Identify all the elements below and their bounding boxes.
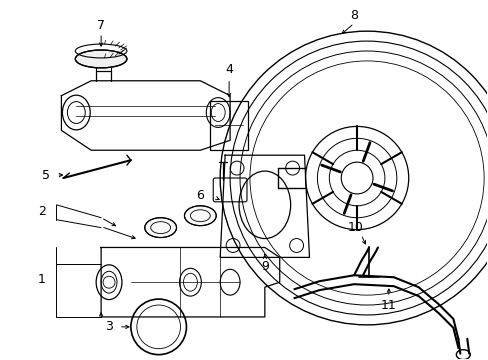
Text: 10: 10 [346, 221, 362, 234]
Text: 11: 11 [380, 298, 396, 311]
Text: 3: 3 [105, 320, 113, 333]
Text: 4: 4 [224, 63, 233, 76]
Text: 6: 6 [196, 189, 204, 202]
Text: 1: 1 [38, 273, 45, 286]
Ellipse shape [184, 206, 216, 226]
Text: 7: 7 [97, 19, 105, 32]
Text: 2: 2 [38, 205, 45, 218]
Ellipse shape [144, 218, 176, 238]
Ellipse shape [75, 50, 127, 68]
Text: 8: 8 [349, 9, 357, 22]
Text: 9: 9 [261, 260, 268, 273]
Text: 5: 5 [41, 168, 49, 181]
